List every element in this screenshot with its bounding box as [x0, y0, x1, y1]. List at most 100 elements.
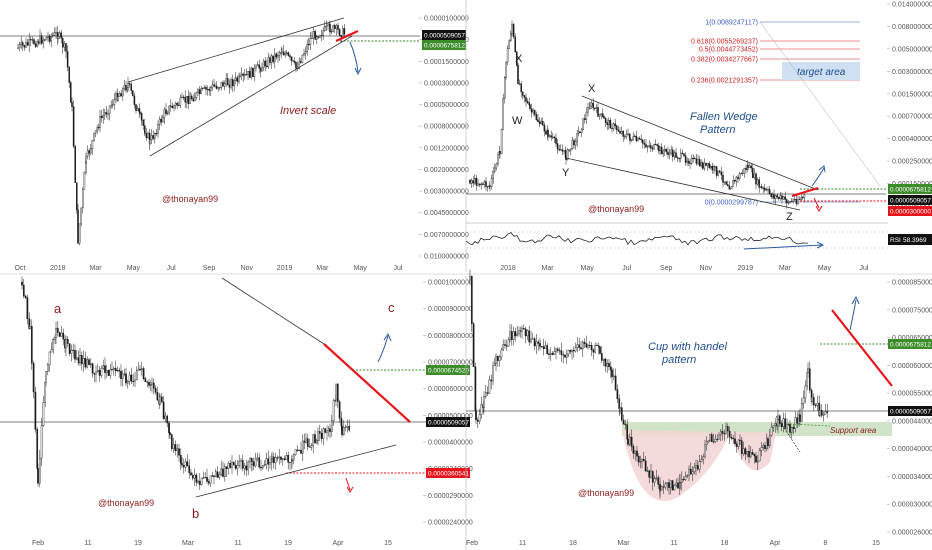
tl-candle-body	[261, 67, 263, 72]
bl-candle-body	[251, 461, 253, 465]
bl-candle-body	[294, 449, 297, 455]
tr-candle-body	[706, 163, 709, 166]
tr-candle-body	[642, 139, 644, 144]
tr-x-tick-label: Jul	[860, 265, 869, 272]
bl-candle-body	[218, 474, 221, 478]
tl-candle-body	[239, 75, 241, 77]
tr-candle-body	[742, 172, 744, 174]
bl-candle-body	[238, 460, 241, 466]
tr-candle-body	[667, 151, 669, 156]
bl-candle-body	[276, 457, 279, 459]
br-candle-body	[630, 436, 633, 447]
tr-candle-body	[672, 149, 674, 157]
tr-wave-z: Z	[786, 211, 793, 223]
tl-candle-body	[142, 120, 144, 126]
tr-candle-body	[629, 137, 631, 141]
tl-candle-body	[112, 104, 114, 106]
tl-candle-body	[247, 71, 249, 76]
br-candle-body	[707, 440, 710, 443]
bl-candle-body	[274, 457, 277, 464]
br-candle-body	[597, 345, 600, 348]
tr-candle-body	[489, 185, 491, 187]
bl-candle-body	[140, 368, 143, 371]
br-candle-body	[755, 455, 757, 463]
bl-y-tick-label: 0.0000800000	[428, 333, 473, 340]
br-candle-body	[712, 441, 715, 443]
tr-candle-body	[790, 201, 793, 203]
tr-candle-body	[750, 165, 752, 169]
br-candle-body	[500, 349, 503, 358]
tl-candle-body	[133, 95, 136, 105]
tr-candle-body	[648, 145, 650, 147]
bl-candle-body	[184, 461, 187, 468]
tl-candle-body	[132, 90, 134, 97]
bl-x-tick-label: Mar	[182, 540, 195, 547]
tl-candle-body	[18, 44, 21, 49]
tl-candle-body	[83, 172, 86, 190]
br-candle-body	[704, 444, 706, 457]
tl-x-tick-label: May	[127, 265, 141, 272]
tl-candle-body	[157, 124, 159, 135]
bl-candle-body	[91, 363, 94, 374]
tr-candle-body	[485, 181, 487, 187]
tr-candle-body	[600, 113, 602, 115]
br-candle-body	[824, 411, 827, 415]
bl-candle-body	[254, 458, 257, 467]
tr-candle-body	[469, 179, 471, 184]
tr-candle-body	[745, 167, 747, 170]
bl-candle-body	[317, 431, 319, 441]
bl-candle-body	[26, 297, 29, 320]
tr-candle-body	[603, 116, 605, 119]
bl-candle-body	[72, 349, 75, 351]
br-candle-body	[691, 471, 694, 475]
tl-candle-body	[144, 125, 146, 134]
tr-candles	[469, 20, 806, 209]
tr-price-tag-green: 0.0000675812	[890, 187, 931, 194]
br-candle-body	[488, 379, 491, 394]
tl-candle-body	[340, 35, 342, 38]
tr-candle-body	[719, 170, 721, 173]
tr-wave-x2: X	[588, 83, 596, 95]
br-candle-body	[679, 482, 681, 484]
tr-candle-body	[477, 183, 479, 186]
bl-candle-body	[46, 364, 49, 372]
tl-candle-body	[317, 36, 320, 38]
tl-x-tick-label: 2018	[50, 265, 66, 272]
tr-rsi-line	[465, 232, 808, 246]
tr-candle-body	[688, 160, 690, 164]
tr-rsi-trend-line	[743, 244, 823, 250]
tl-down-arrowhead-icon	[354, 67, 362, 76]
bl-wave-a: a	[54, 301, 62, 316]
bl-candle-body	[109, 369, 112, 376]
tr-candle-body	[474, 178, 476, 184]
br-candle-body	[616, 389, 619, 400]
tr-x-tick-label: Jul	[622, 265, 631, 272]
tl-candle-body	[267, 57, 270, 68]
br-cup-title-2: pattern	[661, 354, 696, 366]
bl-price-tag-black: 0.0000509057	[428, 420, 469, 427]
bl-candle-body	[22, 284, 25, 297]
br-candle-body	[673, 484, 676, 491]
tl-candle-body	[264, 60, 266, 67]
br-candle-body	[542, 346, 545, 349]
br-candle-body	[549, 353, 552, 355]
tl-candle-body	[240, 73, 243, 77]
bl-candle-body	[37, 468, 39, 484]
tl-candle-body	[245, 74, 248, 76]
tl-candle-body	[122, 88, 124, 97]
tr-x-tick-label: 2019	[738, 265, 754, 272]
bl-candle-body	[170, 434, 173, 449]
br-candle-body	[526, 330, 529, 337]
tl-candle-body	[227, 78, 229, 86]
tr-candle-body	[784, 196, 786, 200]
tl-candle-body	[135, 104, 137, 111]
tr-candle-body	[660, 146, 663, 155]
br-candle-body	[507, 339, 510, 347]
br-x-tick-label: 18	[721, 540, 729, 547]
br-x-tick-label: Apr	[770, 540, 782, 547]
tr-x-tick-label: 2018	[500, 265, 516, 272]
br-candle-body	[693, 466, 696, 473]
bl-candle-body	[104, 365, 106, 373]
